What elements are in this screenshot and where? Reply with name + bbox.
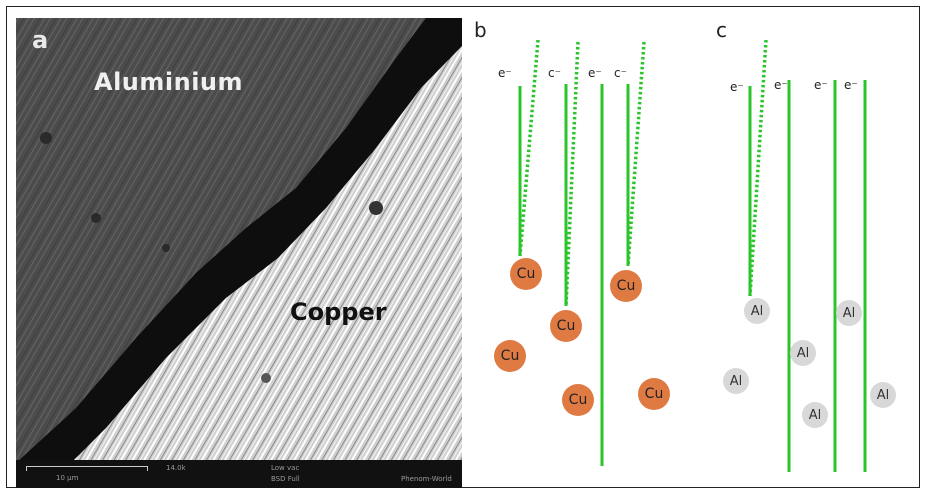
electron-label-b3: e⁻	[588, 66, 602, 80]
electron-label-b2: c⁻	[548, 66, 561, 80]
aluminium-label: Aluminium	[94, 68, 244, 96]
al-atom: Al	[836, 300, 862, 326]
panel-c-letter: c	[716, 18, 727, 42]
dotted-track-b1	[518, 39, 540, 257]
electron-label-c2: e⁻	[774, 78, 788, 92]
electron-label-c1: e⁻	[730, 80, 744, 94]
electron-label-c4: e⁻	[844, 78, 858, 92]
cu-atom: Cu	[550, 310, 582, 342]
panel-a-letter: a	[32, 26, 49, 54]
micrograph-texture	[16, 18, 462, 488]
sem-micrograph: a Aluminium Copper 10 μm 14.0k Low vac B…	[16, 18, 462, 488]
electron-label-b4: c⁻	[614, 66, 627, 80]
panel-b-letter: b	[474, 18, 487, 42]
sem-info-bar: 10 μm 14.0k Low vac BSD Full Phenom-Worl…	[16, 460, 462, 488]
al-atom: Al	[790, 340, 816, 366]
cu-atom: Cu	[510, 258, 542, 290]
scale-text: 10 μm	[56, 474, 79, 482]
al-atom: Al	[744, 298, 770, 324]
vacuum: Low vac	[271, 464, 300, 472]
electron-label-c3: e⁻	[814, 78, 828, 92]
scale-bar	[26, 466, 148, 471]
brand: Phenom-World	[401, 475, 452, 483]
dotted-track-b2	[564, 41, 580, 307]
dotted-track-b3	[626, 41, 646, 267]
electron-label-b1: e⁻	[498, 66, 512, 80]
cu-atom: Cu	[494, 340, 526, 372]
copper-label: Copper	[290, 298, 387, 326]
al-atom: Al	[802, 402, 828, 428]
al-atom: Al	[870, 382, 896, 408]
magnification: 14.0k	[166, 464, 186, 472]
dotted-track-c1	[748, 39, 768, 297]
al-atom: Al	[723, 368, 749, 394]
cu-atom: Cu	[562, 384, 594, 416]
cu-atom: Cu	[638, 378, 670, 410]
cu-atom: Cu	[610, 270, 642, 302]
detector: BSD Full	[271, 475, 300, 483]
